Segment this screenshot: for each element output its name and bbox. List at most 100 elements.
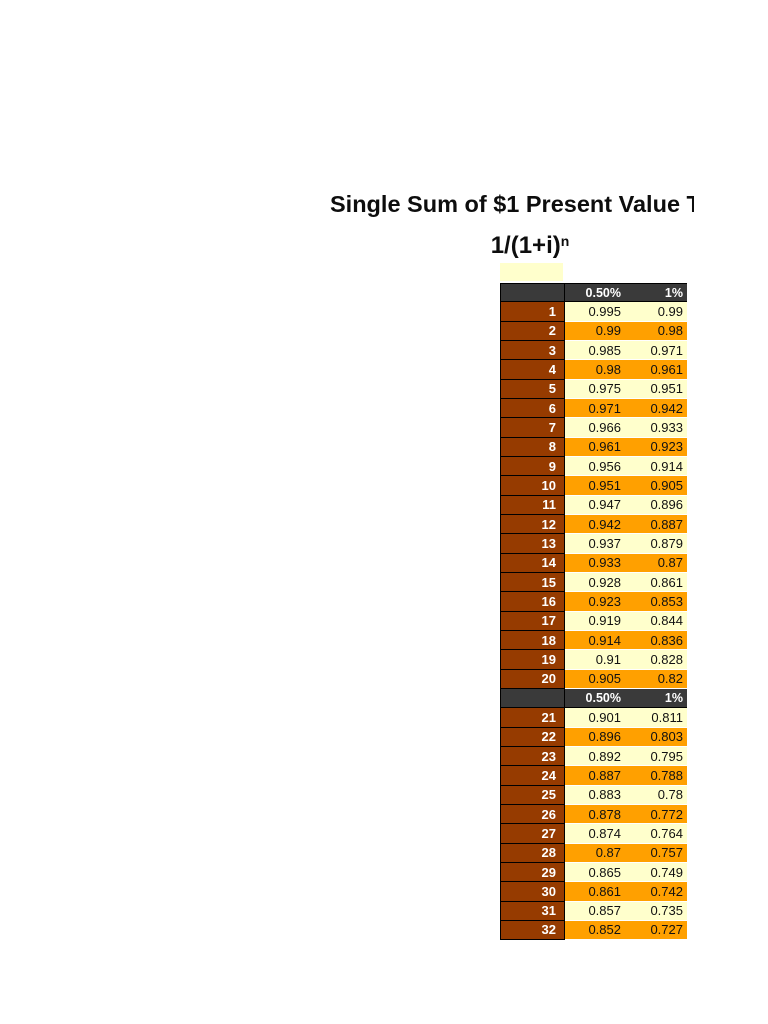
table-row: 9 0.956 0.914: [500, 456, 687, 477]
value-cell-050: 0.98: [565, 360, 627, 380]
table-row: 19 0.91 0.828: [500, 650, 687, 670]
value-cell-050: 0.985: [565, 340, 627, 361]
value-cell-1: 0.811: [627, 708, 687, 728]
period-number-cell: 30: [500, 882, 565, 902]
value-cell-050: 0.887: [565, 766, 627, 786]
period-number-cell: 27: [500, 824, 565, 844]
period-number-cell: 20: [500, 669, 565, 689]
period-number-cell: 1: [500, 302, 565, 322]
blank-highlight-cell: [500, 263, 563, 281]
value-cell-1: 0.749: [627, 862, 687, 883]
period-number-cell: 10: [500, 476, 565, 496]
period-number-cell: 7: [500, 418, 565, 438]
value-cell-1: 0.772: [627, 804, 687, 825]
table-row: 6 0.971 0.942: [500, 398, 687, 419]
table-row: 17 0.919 0.844: [500, 611, 687, 631]
period-number-cell: 13: [500, 534, 565, 554]
table-row: 18 0.914 0.836: [500, 630, 687, 651]
table-header-row: 0.50% 1%: [500, 688, 687, 709]
period-number-cell: 8: [500, 437, 565, 457]
table-row: 27 0.874 0.764: [500, 824, 687, 844]
value-cell-1: 0.923: [627, 437, 687, 457]
table-row: 1 0.995 0.99: [500, 302, 687, 322]
header-corner-cell: [500, 688, 565, 709]
period-number-cell: 29: [500, 862, 565, 883]
table-row: 23 0.892 0.795: [500, 746, 687, 767]
period-number-cell: 5: [500, 379, 565, 399]
value-cell-1: 0.764: [627, 824, 687, 844]
table-header-row: 0.50% 1%: [500, 283, 687, 303]
table-row: 20 0.905 0.82: [500, 669, 687, 689]
value-cell-1: 0.828: [627, 650, 687, 670]
table-row: 5 0.975 0.951: [500, 379, 687, 399]
value-cell-1: 0.971: [627, 340, 687, 361]
value-cell-050: 0.865: [565, 862, 627, 883]
column-header-050: 0.50%: [565, 283, 627, 303]
value-cell-050: 0.874: [565, 824, 627, 844]
value-cell-1: 0.905: [627, 476, 687, 496]
value-cell-1: 0.844: [627, 611, 687, 631]
table-row: 12 0.942 0.887: [500, 514, 687, 535]
value-cell-1: 0.836: [627, 630, 687, 651]
value-cell-1: 0.87: [627, 553, 687, 573]
value-cell-1: 0.853: [627, 592, 687, 612]
period-number-cell: 11: [500, 495, 565, 515]
value-cell-050: 0.975: [565, 379, 627, 399]
value-cell-050: 0.905: [565, 669, 627, 689]
value-cell-1: 0.795: [627, 746, 687, 767]
period-number-cell: 2: [500, 321, 565, 341]
period-number-cell: 22: [500, 727, 565, 747]
value-cell-050: 0.892: [565, 746, 627, 767]
page-title: Single Sum of $1 Present Value Table: [330, 191, 694, 217]
period-number-cell: 4: [500, 360, 565, 380]
table-row: 11 0.947 0.896: [500, 495, 687, 515]
period-number-cell: 32: [500, 920, 565, 941]
value-cell-1: 0.78: [627, 785, 687, 805]
value-cell-1: 0.879: [627, 534, 687, 554]
period-number-cell: 24: [500, 766, 565, 786]
period-number-cell: 15: [500, 572, 565, 593]
value-cell-050: 0.914: [565, 630, 627, 651]
value-cell-050: 0.919: [565, 611, 627, 631]
period-number-cell: 23: [500, 746, 565, 767]
value-cell-1: 0.914: [627, 456, 687, 477]
value-cell-050: 0.91: [565, 650, 627, 670]
table-row: 21 0.901 0.811: [500, 708, 687, 728]
table-row: 22 0.896 0.803: [500, 727, 687, 747]
value-cell-1: 0.961: [627, 360, 687, 380]
value-cell-1: 0.98: [627, 321, 687, 341]
table-row: 7 0.966 0.933: [500, 418, 687, 438]
value-cell-1: 0.742: [627, 882, 687, 902]
table-row: 24 0.887 0.788: [500, 766, 687, 786]
table-row: 32 0.852 0.727: [500, 920, 687, 941]
value-cell-050: 0.878: [565, 804, 627, 825]
table-row: 29 0.865 0.749: [500, 862, 687, 883]
value-cell-050: 0.966: [565, 418, 627, 438]
value-cell-050: 0.861: [565, 882, 627, 902]
value-cell-1: 0.896: [627, 495, 687, 515]
value-cell-050: 0.857: [565, 901, 627, 921]
value-cell-1: 0.788: [627, 766, 687, 786]
column-header-050: 0.50%: [565, 688, 627, 709]
column-header-1: 1%: [627, 688, 687, 709]
formula: 1/(1+i)n: [430, 227, 630, 260]
period-number-cell: 6: [500, 398, 565, 419]
table-row: 13 0.937 0.879: [500, 534, 687, 554]
period-number-cell: 19: [500, 650, 565, 670]
table-row: 28 0.87 0.757: [500, 843, 687, 863]
table-row: 3 0.985 0.971: [500, 340, 687, 361]
column-header-1: 1%: [627, 283, 687, 303]
value-cell-050: 0.951: [565, 476, 627, 496]
table-row: 10 0.951 0.905: [500, 476, 687, 496]
value-cell-050: 0.896: [565, 727, 627, 747]
value-cell-050: 0.923: [565, 592, 627, 612]
table-row: 14 0.933 0.87: [500, 553, 687, 573]
period-number-cell: 25: [500, 785, 565, 805]
period-number-cell: 9: [500, 456, 565, 477]
value-cell-050: 0.947: [565, 495, 627, 515]
value-cell-1: 0.99: [627, 302, 687, 322]
table-row: 15 0.928 0.861: [500, 572, 687, 593]
table-row: 4 0.98 0.961: [500, 360, 687, 380]
value-cell-1: 0.887: [627, 514, 687, 535]
value-cell-050: 0.852: [565, 920, 627, 941]
